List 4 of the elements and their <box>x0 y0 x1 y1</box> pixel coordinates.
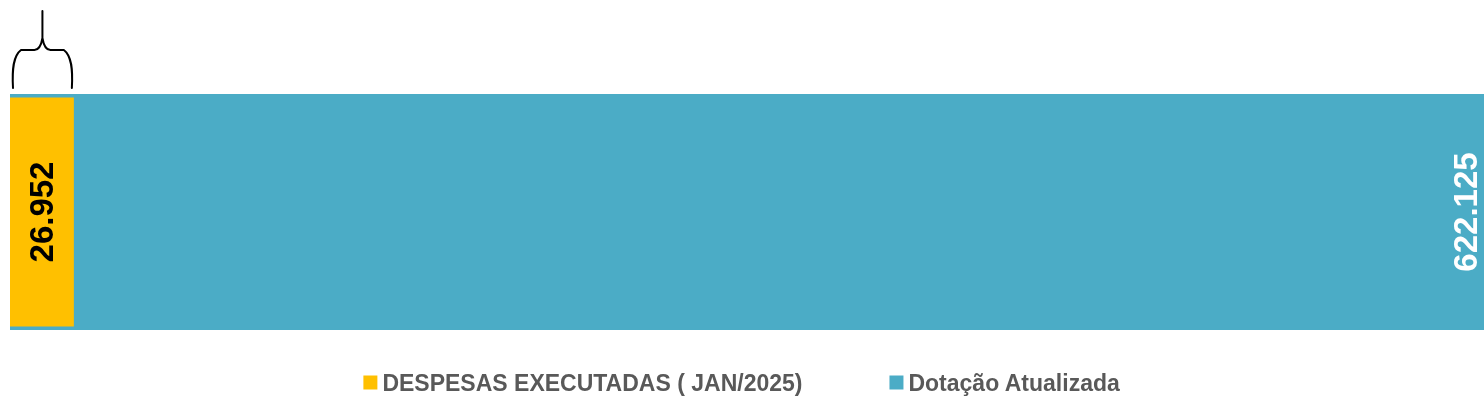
legend-label: DESPESAS EXECUTADAS ( JAN/2025) <box>382 369 803 396</box>
legend-label: Dotação Atualizada <box>908 369 1120 396</box>
data-label: 622.125 <box>1447 152 1484 272</box>
data-label: 26.952 <box>23 161 61 263</box>
